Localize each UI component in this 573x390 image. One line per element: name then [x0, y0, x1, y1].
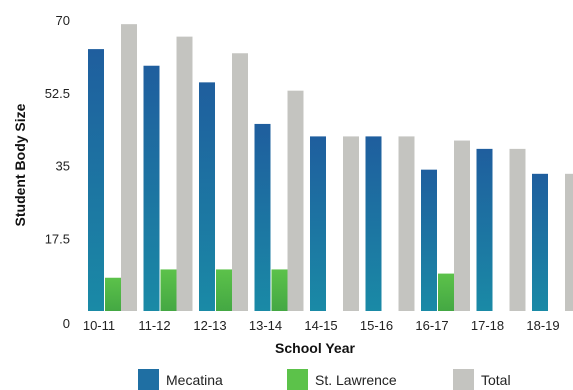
- bar-total-17-18: [509, 148, 526, 311]
- x-tick-label: 15-16: [360, 318, 393, 333]
- bars: [88, 24, 573, 312]
- x-axis-title: School Year: [275, 340, 355, 356]
- legend-swatch-st-lawrence: [287, 369, 308, 390]
- bar-mecatina-18-19: [532, 173, 548, 311]
- bar-total-10-11: [121, 24, 137, 312]
- bar-total-12-13: [232, 53, 248, 311]
- bar-mecatina-11-12: [143, 65, 160, 311]
- legend-label: Total: [481, 372, 511, 388]
- y-tick-label: 17.5: [45, 231, 70, 246]
- bar-st-lawrence-13-14: [271, 269, 288, 311]
- bar-mecatina-10-11: [88, 49, 104, 311]
- y-tick-label: 0: [63, 316, 70, 331]
- x-tick-label: 17-18: [471, 318, 504, 333]
- bar-total-15-16: [398, 136, 415, 311]
- bar-mecatina-14-15: [310, 136, 326, 311]
- y-axis-ticks: 0 17.5 35 52.5 70: [45, 13, 70, 331]
- bar-total-13-14: [287, 90, 304, 312]
- bar-mecatina-12-13: [199, 82, 215, 311]
- y-tick-label: 70: [56, 13, 70, 28]
- bar-total-18-19: [565, 173, 573, 311]
- x-tick-label: 16-17: [415, 318, 448, 333]
- legend-swatch-total: [453, 369, 474, 390]
- y-tick-label: 35: [56, 159, 70, 174]
- x-tick-label: 13-14: [249, 318, 282, 333]
- bar-mecatina-15-16: [365, 136, 382, 311]
- legend-label: St. Lawrence: [315, 372, 397, 388]
- bar-st-lawrence-11-12: [160, 269, 177, 311]
- bar-mecatina-16-17: [421, 169, 437, 311]
- x-tick-label: 10-11: [83, 318, 115, 333]
- legend: Mecatina St. Lawrence Total: [138, 369, 511, 390]
- bar-st-lawrence-10-11: [105, 277, 121, 311]
- legend-swatch-mecatina: [138, 369, 159, 390]
- x-tick-label: 11-12: [138, 318, 170, 333]
- bar-st-lawrence-16-17: [438, 273, 454, 311]
- x-tick-label: 12-13: [193, 318, 226, 333]
- y-tick-label: 52.5: [45, 86, 70, 101]
- legend-label: Mecatina: [166, 372, 223, 388]
- bar-mecatina-17-18: [476, 148, 493, 311]
- bar-st-lawrence-12-13: [216, 269, 232, 311]
- bar-total-14-15: [343, 136, 359, 311]
- x-axis-ticks: 10-11 11-12 12-13 13-14 14-15 15-16 16-17 17-18…: [83, 318, 560, 333]
- bar-mecatina-13-14: [254, 123, 271, 311]
- bar-total-11-12: [176, 36, 193, 311]
- y-axis-title: Student Body Size: [12, 103, 28, 226]
- x-tick-label: 14-15: [304, 318, 337, 333]
- bar-total-16-17: [454, 140, 470, 311]
- x-tick-label: 18-19: [526, 318, 559, 333]
